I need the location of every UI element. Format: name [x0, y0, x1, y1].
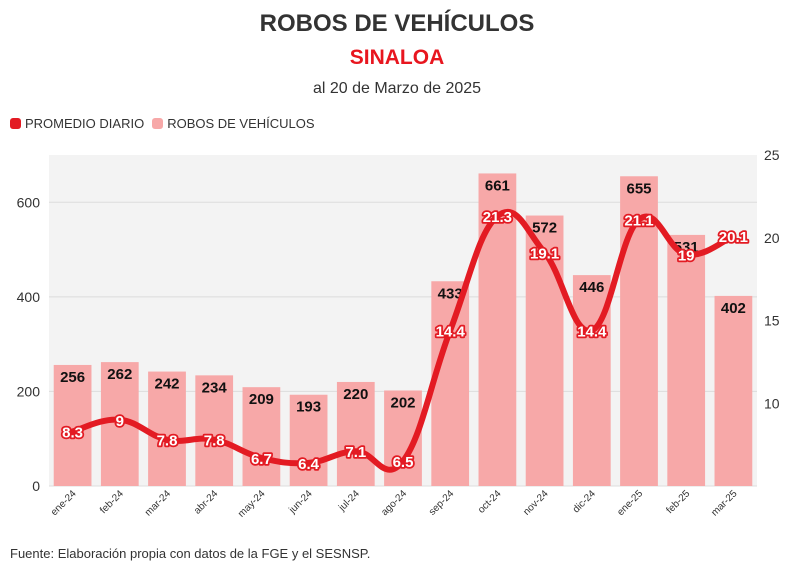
bar-value-label: 433	[438, 285, 463, 302]
right-tick-label: 15	[764, 313, 780, 329]
bar	[714, 295, 753, 486]
x-tick-label: jun-24	[287, 488, 315, 516]
x-tick-label: feb-24	[98, 488, 126, 516]
bar-value-label: 446	[579, 279, 604, 296]
legend-line-swatch	[10, 118, 21, 129]
bar	[148, 371, 186, 486]
line-value-label: 21.1	[624, 213, 653, 230]
x-tick-label: abr-24	[192, 488, 221, 517]
line-value-label: 7.8	[204, 433, 225, 450]
bar	[478, 173, 517, 487]
bar-value-label: 256	[60, 369, 85, 386]
x-tick-label: may-24	[236, 488, 268, 520]
chart-subtitle: SINALOA	[349, 46, 445, 69]
x-tick-label: sep-24	[427, 488, 457, 518]
right-tick-label: 10	[764, 395, 780, 411]
bar-value-label: 209	[249, 391, 274, 408]
line-value-label: 7.8	[157, 433, 178, 450]
line-value-label: 19	[678, 247, 695, 264]
bar-value-label: 242	[154, 376, 179, 393]
legend-item-line: PROMEDIO DIARIO	[10, 116, 144, 131]
right-tick-label: 25	[764, 147, 780, 163]
x-tick-label: ene-25	[615, 488, 645, 518]
bar	[667, 234, 706, 486]
chart-date: al 20 de Marzo de 2025	[312, 80, 482, 97]
source-note: Fuente: Elaboración propia con datos de …	[10, 546, 371, 561]
line-value-label: 14.4	[436, 323, 466, 340]
bar-value-label: 262	[107, 366, 132, 383]
line-value-label: 20.1	[719, 229, 748, 246]
line-value-label: 6.4	[298, 456, 320, 473]
line-value-label: 7.1	[345, 444, 366, 461]
x-tick-label: ago-24	[379, 488, 409, 518]
bar-value-label: 220	[343, 386, 368, 403]
bar	[336, 381, 375, 486]
bar-value-label: 661	[485, 177, 510, 194]
legend-line-label: PROMEDIO DIARIO	[25, 116, 145, 131]
bar	[289, 394, 328, 486]
legend-item-bar: ROBOS DE VEHÍCULOS	[152, 116, 315, 131]
bar-value-label: 193	[296, 399, 321, 416]
line-value-label: 21.3	[483, 209, 512, 226]
line-value-label: 19.1	[530, 246, 559, 263]
series-line-promedio	[69, 208, 737, 473]
chart-title: ROBOS DE VEHÍCULOS	[259, 10, 535, 37]
bar-value-label: 572	[532, 220, 557, 237]
left-tick-label: 0	[32, 478, 40, 494]
line-value-label: 6.5	[393, 454, 414, 471]
right-tick-label: 20	[764, 230, 780, 246]
x-tick-label: ene-24	[49, 488, 79, 518]
line-value-label: 14.4	[577, 323, 607, 340]
x-tick-label: jul-24	[336, 488, 362, 514]
x-tick-label: nov-24	[521, 488, 551, 518]
left-tick-label: 400	[17, 289, 41, 305]
x-tick-label: mar-25	[709, 488, 739, 518]
bar-value-label: 655	[626, 180, 651, 197]
x-tick-label: feb-25	[664, 488, 692, 516]
bar-value-label: 402	[721, 300, 746, 317]
line-value-label: 8.3	[62, 424, 83, 441]
line-value-label: 6.7	[251, 451, 272, 468]
legend-bar-swatch	[152, 118, 164, 129]
bar	[195, 375, 234, 486]
bar	[620, 176, 658, 486]
line-value-label: 9	[116, 413, 124, 430]
x-tick-label: oct-24	[476, 488, 504, 516]
left-tick-label: 600	[17, 194, 41, 210]
bar	[525, 215, 564, 487]
legend: PROMEDIO DIARIO ROBOS DE VEHÍCULOS	[10, 116, 323, 131]
left-tick-label: 200	[17, 383, 41, 399]
x-tick-label: dic-24	[571, 488, 598, 515]
bar-value-label: 234	[202, 379, 228, 396]
legend-bar-label: ROBOS DE VEHÍCULOS	[167, 116, 315, 131]
bar	[242, 387, 281, 486]
bar	[431, 281, 470, 486]
x-tick-label: mar-24	[143, 488, 173, 518]
bar-value-label: 202	[390, 394, 415, 411]
